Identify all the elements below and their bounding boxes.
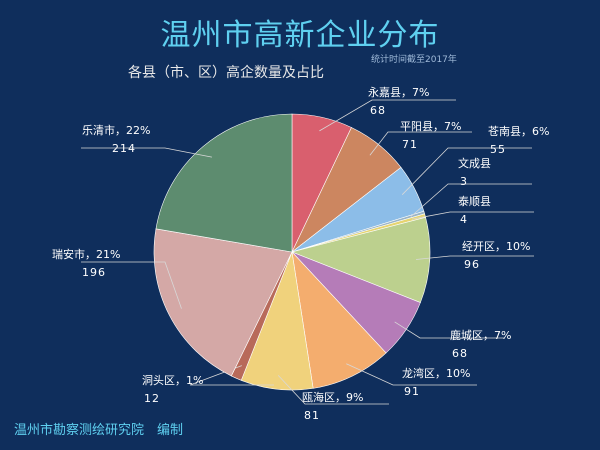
slice-label-8: 龙湾区，10% bbox=[402, 366, 470, 380]
slice-label-6: 经开区，10% bbox=[462, 240, 530, 253]
pie-slice-8 bbox=[291, 251, 387, 389]
slice-value-10: 12 bbox=[144, 392, 160, 405]
slice-value-8: 91 bbox=[404, 385, 420, 398]
slice-label-9: 瓯海区，9% bbox=[302, 390, 363, 404]
leader-line-3 bbox=[401, 147, 532, 195]
chart-title: 温州市高新企业分布 bbox=[160, 18, 440, 53]
slice-value-3: 55 bbox=[490, 143, 506, 156]
pie-slice-6 bbox=[291, 216, 431, 303]
slice-value-1: 68 bbox=[370, 104, 386, 117]
leader-line-1 bbox=[319, 99, 456, 132]
chart-subtitle: 各县（市、区）高企数量及占比 bbox=[128, 65, 324, 81]
pie-slice-12 bbox=[155, 113, 293, 253]
statistics-date-note: 统计时间截至2017年 bbox=[371, 55, 457, 65]
leader-line-11 bbox=[81, 261, 182, 309]
slice-label-1: 永嘉县，7% bbox=[368, 85, 429, 99]
slice-value-11: 196 bbox=[82, 266, 106, 279]
leader-line-9 bbox=[277, 375, 389, 405]
slice-value-2: 71 bbox=[402, 138, 418, 151]
slice-label-4: 文成县 bbox=[458, 156, 491, 170]
slice-label-7: 鹿城区，7% bbox=[450, 328, 511, 342]
slice-value-12: 214 bbox=[112, 142, 136, 155]
leader-line-12 bbox=[81, 147, 212, 158]
leader-line-2 bbox=[369, 131, 472, 156]
footer-credit: 温州市勘察测绘研究院 编制 bbox=[14, 423, 184, 438]
slice-label-11: 瑞安市，21% bbox=[52, 247, 120, 261]
leader-line-4 bbox=[410, 183, 532, 217]
slice-value-6: 96 bbox=[464, 258, 480, 271]
slice-value-7: 68 bbox=[452, 347, 468, 360]
leader-line-6 bbox=[415, 255, 534, 260]
slice-label-2: 平阳县，7% bbox=[400, 120, 461, 133]
leader-line-7 bbox=[394, 321, 504, 339]
pie-slice-11 bbox=[153, 228, 293, 377]
slice-label-10: 洞头区，1% bbox=[142, 374, 203, 387]
slice-value-9: 81 bbox=[304, 409, 320, 422]
slice-value-4: 3 bbox=[460, 175, 468, 188]
slice-label-3: 苍南县，6% bbox=[488, 125, 549, 138]
slice-value-5: 4 bbox=[460, 213, 468, 226]
leader-line-5 bbox=[411, 211, 534, 220]
slice-label-12: 乐清市，22% bbox=[82, 123, 150, 137]
slice-label-5: 泰顺县 bbox=[458, 194, 491, 208]
leader-line-8 bbox=[346, 363, 477, 386]
